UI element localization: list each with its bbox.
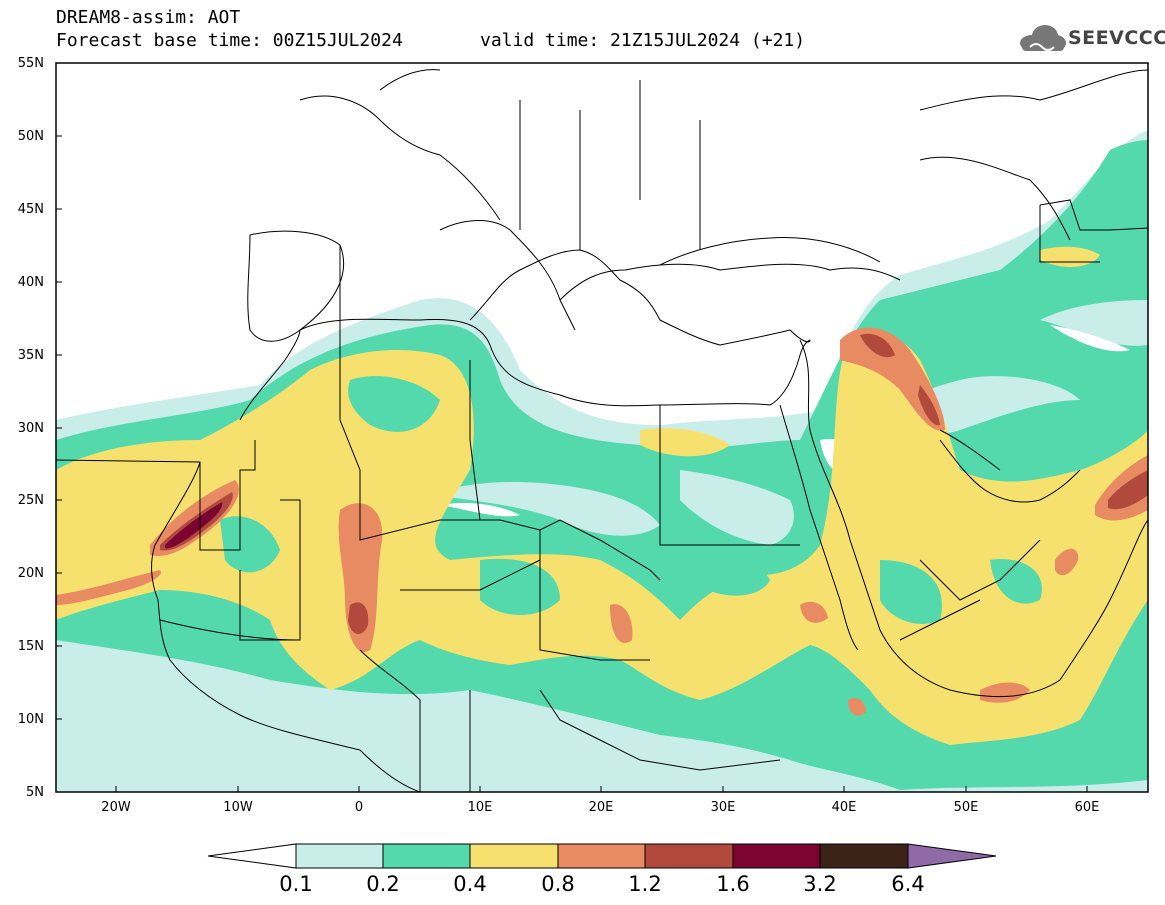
axis-ticks bbox=[56, 135, 1088, 792]
colorbar-label: 3.2 bbox=[803, 872, 837, 896]
colorbar-label: 6.4 bbox=[891, 872, 925, 896]
lon-label: 10W bbox=[223, 800, 253, 815]
aot-contours bbox=[56, 69, 1148, 792]
lat-label: 25N bbox=[17, 493, 44, 508]
seevccc-logo: SEEVCCC bbox=[1068, 27, 1165, 49]
colorbar-label: 0.4 bbox=[453, 872, 487, 896]
lon-label: 0 bbox=[354, 800, 364, 815]
lat-label: 55N bbox=[17, 56, 44, 71]
lat-label: 35N bbox=[17, 348, 44, 363]
lat-label: 45N bbox=[17, 202, 44, 217]
lon-label: 40E bbox=[831, 800, 857, 815]
aot-band-0.4 bbox=[56, 336, 1148, 745]
lat-label: 10N bbox=[17, 712, 44, 727]
lat-label: 30N bbox=[17, 421, 44, 436]
lon-label: 30E bbox=[710, 800, 736, 815]
colorbar-label: 1.2 bbox=[628, 872, 662, 896]
lat-label: 40N bbox=[17, 275, 44, 290]
aot-band-1.6 bbox=[165, 502, 223, 549]
colorbar-label: 0.2 bbox=[366, 872, 400, 896]
lon-label: 50E bbox=[953, 800, 979, 815]
lat-label: 20N bbox=[17, 566, 44, 581]
valid-time: valid time: 21Z15JUL2024 (+21) bbox=[480, 30, 806, 51]
lon-label: 10E bbox=[467, 800, 493, 815]
map-title: DREAM8-assim: AOT bbox=[56, 7, 241, 28]
lat-label: 50N bbox=[17, 129, 44, 144]
lon-label: 20W bbox=[101, 800, 131, 815]
lat-label: 5N bbox=[26, 785, 44, 800]
colorbar-label: 0.1 bbox=[279, 872, 313, 896]
coastlines bbox=[56, 69, 1148, 792]
colorbar-label: 0.8 bbox=[541, 872, 575, 896]
forecast-base-time: Forecast base time: 00Z15JUL2024 bbox=[56, 30, 403, 51]
colorbar-label: 1.6 bbox=[716, 872, 750, 896]
colorbar bbox=[207, 843, 997, 869]
lon-label: 20E bbox=[588, 800, 614, 815]
lon-label: 60E bbox=[1074, 800, 1100, 815]
lat-label: 15N bbox=[17, 639, 44, 654]
